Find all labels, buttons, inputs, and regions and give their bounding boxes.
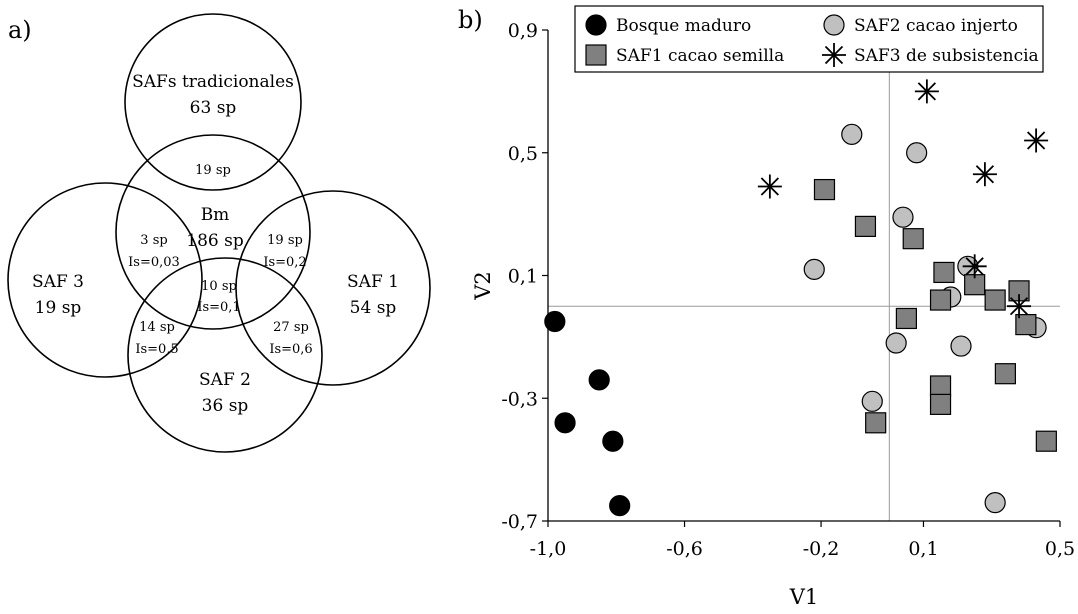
venn-overlap-bm-saf3-is: Is=0,03 <box>128 255 180 270</box>
point-saf1-cacao-semilla <box>994 363 1016 385</box>
venn-label-saf3: SAF 3 <box>32 272 84 292</box>
venn-circle-safs-tradicionales <box>124 13 302 191</box>
point-saf1-cacao-semilla <box>865 412 887 434</box>
legend-box <box>574 5 1044 73</box>
legend-marker-bosque-maduro <box>585 14 607 36</box>
x-tick-label: -0,6 <box>666 538 703 560</box>
venn-overlap-center-count: 10 sp <box>201 279 237 294</box>
legend-label-saf1-cacao-semilla: SAF1 cacao semilla <box>616 46 784 66</box>
point-bosque-maduro <box>544 310 566 333</box>
point-saf1-cacao-semilla <box>929 289 952 311</box>
venn-overlap-trad-bm-count: 19 sp <box>195 163 231 178</box>
venn-overlap-bm-saf3-count: 3 sp <box>140 233 167 248</box>
scatter-points <box>544 79 1057 517</box>
venn-diagram: a) SAFs tradicionales 63 sp 19 sp Bm 186… <box>7 13 431 453</box>
venn-overlap-bm-saf1-is: Is=0,2 <box>263 255 306 270</box>
point-bosque-maduro <box>588 369 610 391</box>
point-saf3-de-subsistencia <box>1007 294 1032 319</box>
point-saf3-de-subsistencia <box>972 162 997 187</box>
panel-b-label: b) <box>458 6 483 34</box>
venn-label-saf1: SAF 1 <box>347 272 399 292</box>
y-tick-label: 0,1 <box>508 266 538 288</box>
point-saf3-de-subsistencia <box>914 79 939 104</box>
venn-circle-saf2 <box>127 257 323 453</box>
venn-overlap-saf1-saf2-is: Is=0,6 <box>269 342 312 357</box>
venn-count-safs-tradicionales: 63 sp <box>190 98 237 118</box>
venn-label-saf2: SAF 2 <box>199 370 251 390</box>
point-saf2-cacao-injerto <box>892 206 914 228</box>
point-saf1-cacao-semilla <box>813 178 836 201</box>
venn-label-safs-tradicionales: SAFs tradicionales <box>132 72 294 92</box>
venn-count-saf1: 54 sp <box>350 298 397 318</box>
x-tick-label: 0,5 <box>1045 538 1075 560</box>
venn-circle-saf1 <box>235 190 431 386</box>
point-saf3-de-subsistencia <box>962 254 987 279</box>
point-saf1-cacao-semilla <box>984 289 1006 311</box>
y-axis-title: V2 <box>471 271 495 301</box>
venn-count-saf3: 19 sp <box>35 298 82 318</box>
point-saf1-cacao-semilla <box>895 307 918 330</box>
point-saf2-cacao-injerto <box>950 335 972 357</box>
point-saf2-cacao-injerto <box>906 142 928 164</box>
point-bosque-maduro <box>602 430 624 452</box>
venn-count-saf2: 36 sp <box>202 396 249 416</box>
legend-marker-saf3-de-subsistencia <box>822 43 846 67</box>
point-saf1-cacao-semilla <box>929 393 952 415</box>
point-saf1-cacao-semilla <box>929 375 952 397</box>
venn-overlap-bm-saf1-count: 19 sp <box>267 233 303 248</box>
point-saf1-cacao-semilla <box>1015 314 1037 336</box>
legend-marker-saf1-cacao-semilla <box>585 44 607 66</box>
point-saf1-cacao-semilla <box>933 261 955 284</box>
x-axis-title: V1 <box>789 585 819 609</box>
scatter-panel: b) -1,0 -0,6 -0,2 0,1 0,5 -0,7 -0,3 0,1 0,5 0,9 B… <box>458 5 1075 609</box>
point-saf1-cacao-semilla <box>854 215 877 237</box>
point-saf1-cacao-semilla <box>1035 430 1057 452</box>
venn-overlap-center-is: Is=0,1 <box>197 300 240 315</box>
venn-overlap-saf1-saf2-count: 27 sp <box>273 320 309 335</box>
legend: Bosque maduro SAF1 cacao semilla SAF2 caca… <box>574 5 1044 73</box>
venn-label-bm: Bm <box>201 205 230 225</box>
point-saf2-cacao-injerto <box>984 491 1006 514</box>
venn-count-bm: 186 sp <box>186 231 244 251</box>
point-saf2-cacao-injerto <box>885 332 907 354</box>
x-tick-label: -0,2 <box>803 538 840 560</box>
venn-overlap-saf3-saf2-count: 14 sp <box>139 320 175 335</box>
point-saf2-cacao-injerto <box>841 123 863 145</box>
scatter-axes: -1,0 -0,6 -0,2 0,1 0,5 -0,7 -0,3 0,1 0,5 0,9 <box>501 20 1075 560</box>
venn-overlap-saf3-saf2-is: Is=0,5 <box>135 342 178 357</box>
legend-label-saf2-cacao-injerto: SAF2 cacao injerto <box>854 16 1018 36</box>
venn-circle-bm <box>115 134 311 330</box>
y-tick-label: 0,5 <box>508 143 538 165</box>
point-saf2-cacao-injerto <box>803 258 825 280</box>
point-saf3-de-subsistencia <box>1024 128 1049 153</box>
y-tick-label: -0,7 <box>501 511 538 533</box>
legend-marker-saf2-cacao-injerto <box>823 14 845 36</box>
point-saf1-cacao-semilla <box>902 228 924 250</box>
point-saf3-de-subsistencia <box>757 174 782 199</box>
legend-label-bosque-maduro: Bosque maduro <box>616 16 751 36</box>
panel-a-label: a) <box>8 16 32 44</box>
point-bosque-maduro <box>554 412 576 434</box>
x-tick-label: -1,0 <box>530 538 567 560</box>
point-saf2-cacao-injerto <box>861 390 883 412</box>
point-bosque-maduro <box>609 495 631 517</box>
y-tick-label: 0,9 <box>508 20 538 42</box>
venn-circle-saf3 <box>7 182 203 378</box>
x-tick-label: 0,1 <box>908 538 938 560</box>
legend-label-saf3-de-subsistencia: SAF3 de subsistencia <box>854 46 1039 66</box>
y-tick-label: -0,3 <box>501 388 538 410</box>
